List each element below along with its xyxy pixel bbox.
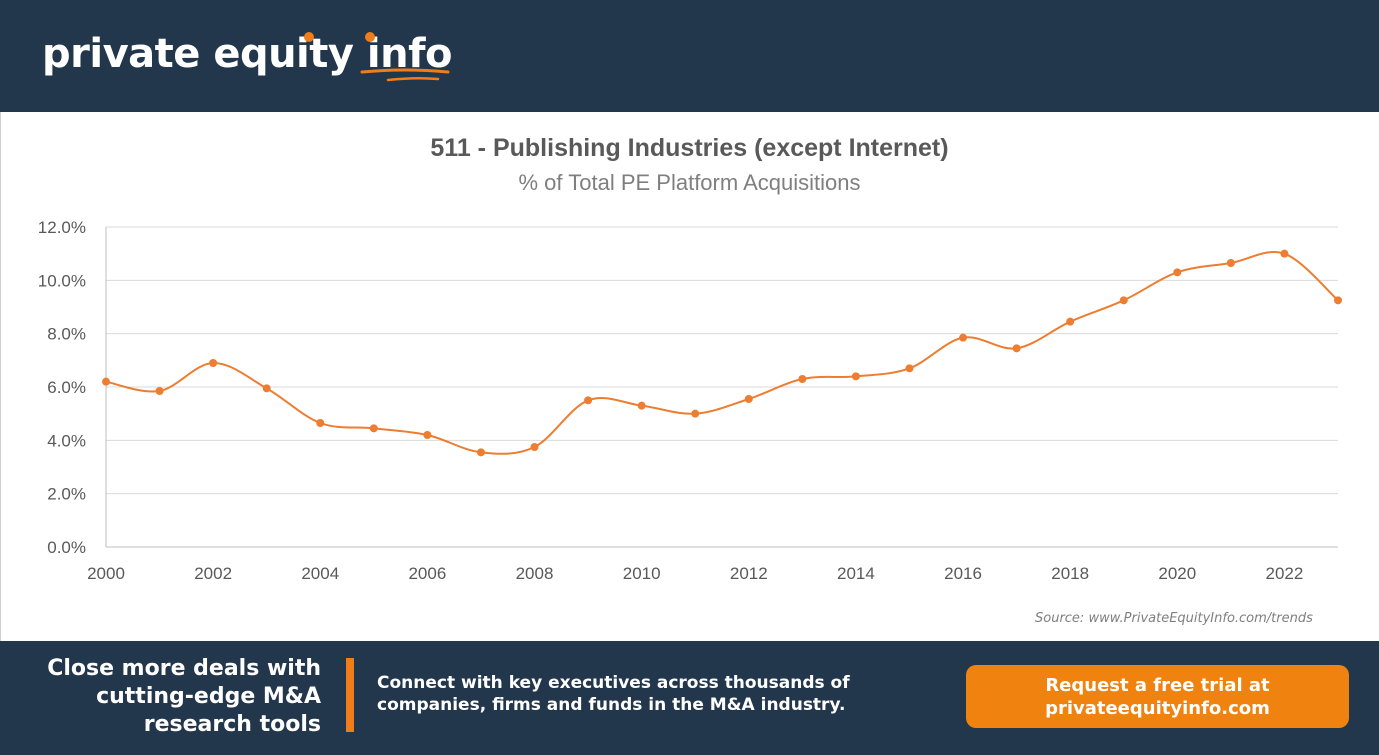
data-point <box>262 384 271 393</box>
x-tick-label: 2004 <box>301 564 339 583</box>
tagline-line: Close more deals with <box>47 656 321 681</box>
logo[interactable]: private equity info <box>42 26 452 86</box>
data-point <box>1012 344 1021 353</box>
chart-title: 511 - Publishing Industries (except Inte… <box>430 134 949 162</box>
data-point <box>1334 296 1342 305</box>
data-point <box>369 424 378 433</box>
data-point <box>1119 296 1128 305</box>
y-tick-label: 4.0% <box>47 431 86 450</box>
series-line <box>105 251 1339 455</box>
data-point <box>530 443 539 451</box>
data-point <box>209 359 218 367</box>
logo-swoosh-icon <box>360 68 450 82</box>
line-chart: 0.0% 2.0% 4.0% 6.0% 8.0% 10.0% 12.0% 2000 2002 20… <box>38 218 1342 583</box>
data-point <box>959 333 968 342</box>
data-point <box>1173 268 1182 277</box>
x-tick-label: 2016 <box>944 564 982 583</box>
data-point <box>316 419 325 427</box>
y-tick-label: 6.0% <box>47 378 86 397</box>
footer-divider <box>346 658 354 732</box>
data-point <box>1226 259 1235 267</box>
x-tick-label: 2014 <box>837 564 875 583</box>
logo-dot-icon <box>304 32 314 42</box>
connect-line: companies, firms and funds in the M&A in… <box>377 695 846 715</box>
x-tick-label: 2006 <box>408 564 446 583</box>
data-point <box>851 372 860 381</box>
cta-line: Request a free trial at <box>1045 674 1270 696</box>
data-point <box>155 387 164 395</box>
header-bar <box>0 0 1379 112</box>
x-tick-label: 2020 <box>1158 564 1196 583</box>
x-tick-label: 2022 <box>1266 564 1304 583</box>
x-tick-label: 2000 <box>87 564 125 583</box>
chart-panel <box>0 112 1379 641</box>
free-trial-button[interactable]: Request a free trial at privateequityinf… <box>966 665 1349 728</box>
x-tick-label: 2012 <box>730 564 768 583</box>
connect-line: Connect with key executives across thous… <box>377 673 850 693</box>
tagline-line: cutting-edge M&A <box>96 684 321 709</box>
x-tick-label: 2010 <box>623 564 661 583</box>
footer-tagline: Close more deals with cutting-edge M&A r… <box>47 655 321 739</box>
y-tick-label: 12.0% <box>38 218 86 237</box>
data-point <box>476 448 485 457</box>
data-point <box>1066 317 1075 326</box>
data-point <box>744 395 753 403</box>
data-point <box>798 375 807 383</box>
y-tick-label: 0.0% <box>47 538 86 557</box>
data-point <box>102 377 110 386</box>
chart-subtitle: % of Total PE Platform Acquisitions <box>518 170 861 195</box>
y-tick-label: 8.0% <box>47 325 86 344</box>
x-tick-label: 2002 <box>194 564 232 583</box>
data-point <box>1280 249 1289 258</box>
data-point <box>423 431 432 439</box>
x-tick-label: 2008 <box>516 564 554 583</box>
footer-connect-text: Connect with key executives across thous… <box>377 672 897 716</box>
tagline-line: research tools <box>143 712 321 737</box>
data-point <box>637 401 646 410</box>
y-tick-label: 2.0% <box>47 485 86 504</box>
x-tick-label: 2018 <box>1051 564 1089 583</box>
logo-text: private equity <box>42 31 367 77</box>
source-note: Source: www.PrivateEquityInfo.com/trends <box>1035 611 1313 626</box>
data-point <box>584 396 593 405</box>
data-point <box>905 364 914 373</box>
logo-dot-icon <box>365 32 375 42</box>
cta-line: privateequityinfo.com <box>1045 697 1270 719</box>
y-tick-label: 10.0% <box>38 271 86 290</box>
data-point <box>691 409 700 418</box>
